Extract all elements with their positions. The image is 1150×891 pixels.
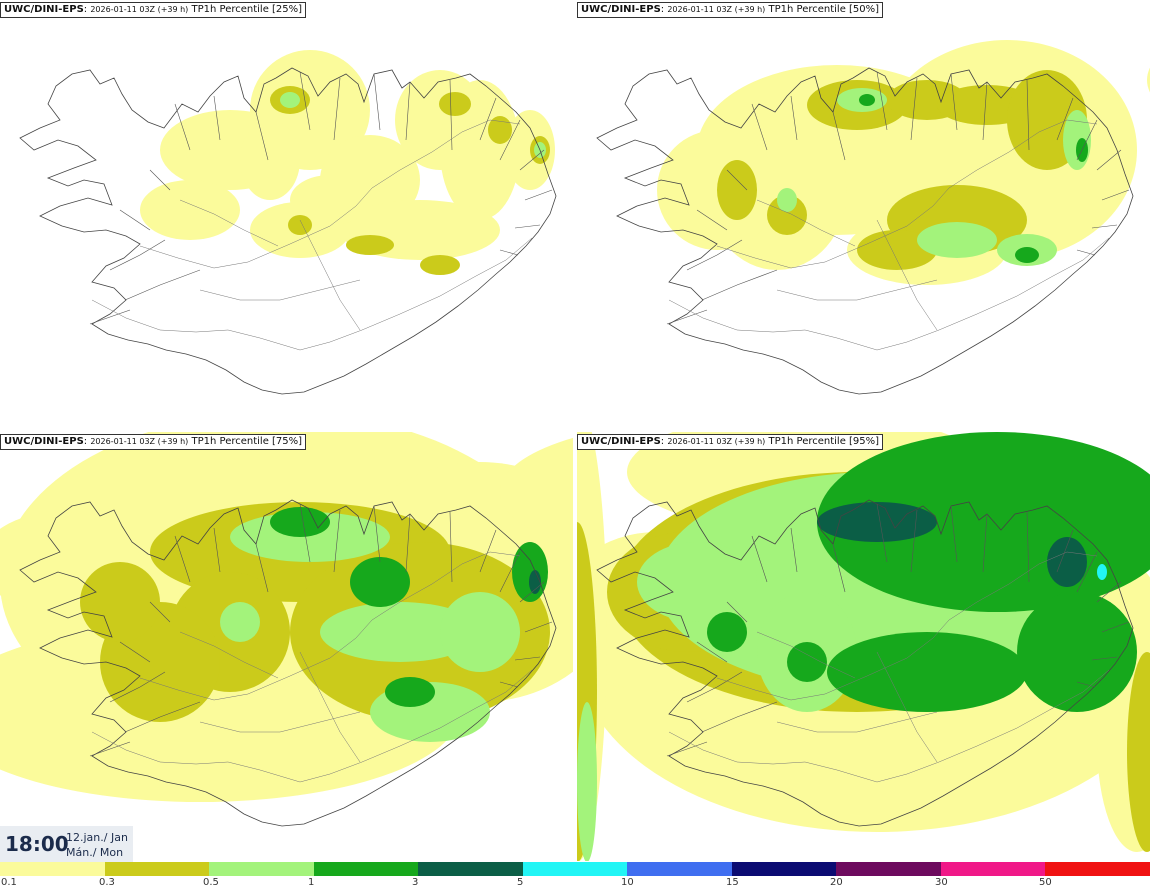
precip-contour <box>320 602 480 662</box>
precip-contour <box>767 195 807 235</box>
legend-tick-label: 5 <box>517 877 524 888</box>
legend-swatch <box>418 862 523 876</box>
legend-tick-label: 15 <box>726 877 739 888</box>
color-legend-bar <box>0 862 1150 876</box>
road-lines <box>91 119 533 351</box>
panel-title: UWC/DINI-EPS: 2026-01-11 03Z (+39 h) TP1… <box>577 2 884 18</box>
legend-tick-label: 30 <box>935 877 948 888</box>
precip-contour <box>707 612 747 652</box>
fjord-lines <box>89 503 553 757</box>
precip-contour <box>288 215 312 235</box>
map-panel-25: UWC/DINI-EPS: 2026-01-11 03Z (+39 h) TP1… <box>0 0 573 430</box>
precip-map <box>596 40 1150 395</box>
precip-contour <box>1097 564 1107 580</box>
precip-contour <box>488 116 512 144</box>
precip-contour <box>529 570 541 594</box>
legend-tick-label: 50 <box>1039 877 1052 888</box>
precip-contour <box>385 677 435 707</box>
legend-swatch <box>940 862 1046 876</box>
map-panel-75: UWC/DINI-EPS: 2026-01-11 03Z (+39 h) TP1… <box>0 432 573 862</box>
legend-tick-label: 20 <box>830 877 843 888</box>
precip-contour <box>80 562 160 642</box>
precip-contour <box>350 557 410 607</box>
legend-tick-label: 3 <box>412 877 419 888</box>
legend-swatch <box>836 862 941 876</box>
precip-contour <box>439 92 471 116</box>
precip-contour <box>440 592 520 672</box>
legend-tick-label: 0.5 <box>203 877 219 888</box>
valid-time-box: 18:00 12.jan./ Jan Mán./ Mon <box>0 826 133 862</box>
coastline <box>19 499 557 827</box>
precip-contour <box>346 235 394 255</box>
precip-contour <box>220 602 260 642</box>
legend-swatch <box>627 862 732 876</box>
precip-contour <box>290 175 370 225</box>
fjord-lines <box>666 503 1130 757</box>
precip-map <box>0 432 573 827</box>
legend-swatch <box>313 862 419 876</box>
coastline <box>596 499 1134 827</box>
panel-title: UWC/DINI-EPS: 2026-01-11 03Z (+39 h) TP1… <box>0 434 307 450</box>
precip-contour <box>827 632 1027 712</box>
precip-contour <box>787 642 827 682</box>
coastline <box>596 67 1134 395</box>
precip-contour <box>817 502 937 542</box>
valid-date-line2: Mán./ Mon <box>66 846 124 859</box>
precip-contour <box>240 120 300 200</box>
legend-swatch <box>522 862 628 876</box>
legend-swatch <box>104 862 210 876</box>
legend-swatch <box>0 862 105 876</box>
precip-contour <box>859 94 875 106</box>
legend-tick-label: 0.1 <box>1 877 17 888</box>
precip-contour <box>1015 247 1039 263</box>
color-legend-ticks: 0.1 0.3 0.5 1 3 5 10 15 20 30 50 <box>0 876 1150 891</box>
precip-contour <box>1147 67 1150 93</box>
road-lines <box>668 551 1110 783</box>
precip-contour <box>1127 652 1150 852</box>
coastline <box>19 67 557 395</box>
fjord-lines <box>666 71 1130 325</box>
precip-map <box>19 50 557 395</box>
precip-contour <box>577 702 597 861</box>
precip-map <box>577 432 1150 861</box>
legend-swatch <box>731 862 837 876</box>
road-lines <box>91 551 533 783</box>
legend-swatch <box>209 862 314 876</box>
map-panel-50: UWC/DINI-EPS: 2026-01-11 03Z (+39 h) TP1… <box>577 0 1150 430</box>
precip-contour <box>1017 592 1137 712</box>
legend-tick-label: 1 <box>308 877 315 888</box>
valid-time: 18:00 <box>5 832 69 856</box>
precip-contour <box>917 222 997 258</box>
valid-date-line1: 12.jan./ Jan <box>66 831 128 844</box>
precip-contour <box>500 437 573 547</box>
precip-contour <box>717 160 757 220</box>
fjord-lines <box>89 71 553 325</box>
precip-contour <box>1047 537 1087 587</box>
precip-contour <box>280 92 300 108</box>
precip-contour <box>777 188 797 212</box>
panel-title: UWC/DINI-EPS: 2026-01-11 03Z (+39 h) TP1… <box>577 434 884 450</box>
road-lines <box>668 119 1110 351</box>
legend-tick-label: 0.3 <box>99 877 115 888</box>
precip-contour <box>140 180 240 240</box>
precip-contour <box>420 255 460 275</box>
precip-contour <box>230 512 390 562</box>
legend-tick-label: 10 <box>621 877 634 888</box>
map-panel-95: UWC/DINI-EPS: 2026-01-11 03Z (+39 h) TP1… <box>577 432 1150 861</box>
legend-swatch <box>1045 862 1150 876</box>
panel-title: UWC/DINI-EPS: 2026-01-11 03Z (+39 h) TP1… <box>0 2 307 18</box>
precip-contour <box>270 507 330 537</box>
